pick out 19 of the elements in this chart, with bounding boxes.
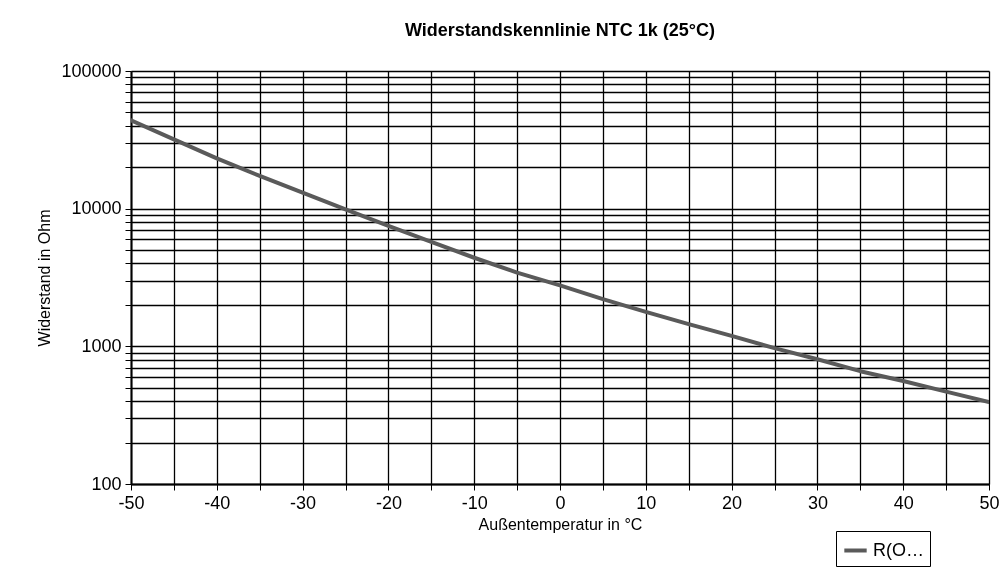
x-axis-title: Außentemperatur in °C <box>478 515 643 533</box>
x-tick-label: -40 <box>204 492 231 513</box>
x-tick-label: -50 <box>118 492 145 513</box>
x-tick-label: 20 <box>722 492 743 513</box>
x-tick-label: 40 <box>893 492 914 513</box>
x-tick-label: -30 <box>290 492 317 513</box>
x-tick-label: -20 <box>375 492 402 513</box>
y-tick-label: 1000 <box>81 335 122 356</box>
x-tick-label: 50 <box>979 492 1000 513</box>
y-tick-label: 100 <box>91 473 122 494</box>
y-tick-label: 100000 <box>61 60 122 81</box>
x-tick-label: 30 <box>807 492 828 513</box>
x-tick-label: -10 <box>461 492 488 513</box>
x-tick-label: 10 <box>636 492 657 513</box>
legend-label: R(O… <box>873 539 924 560</box>
y-axis-title: Widerstand in Ohm <box>36 209 54 347</box>
chart-title: Widerstandskennlinie NTC 1k (25°C) <box>404 20 716 40</box>
x-tick-label: 0 <box>555 492 566 513</box>
y-tick-label: 10000 <box>71 198 122 219</box>
